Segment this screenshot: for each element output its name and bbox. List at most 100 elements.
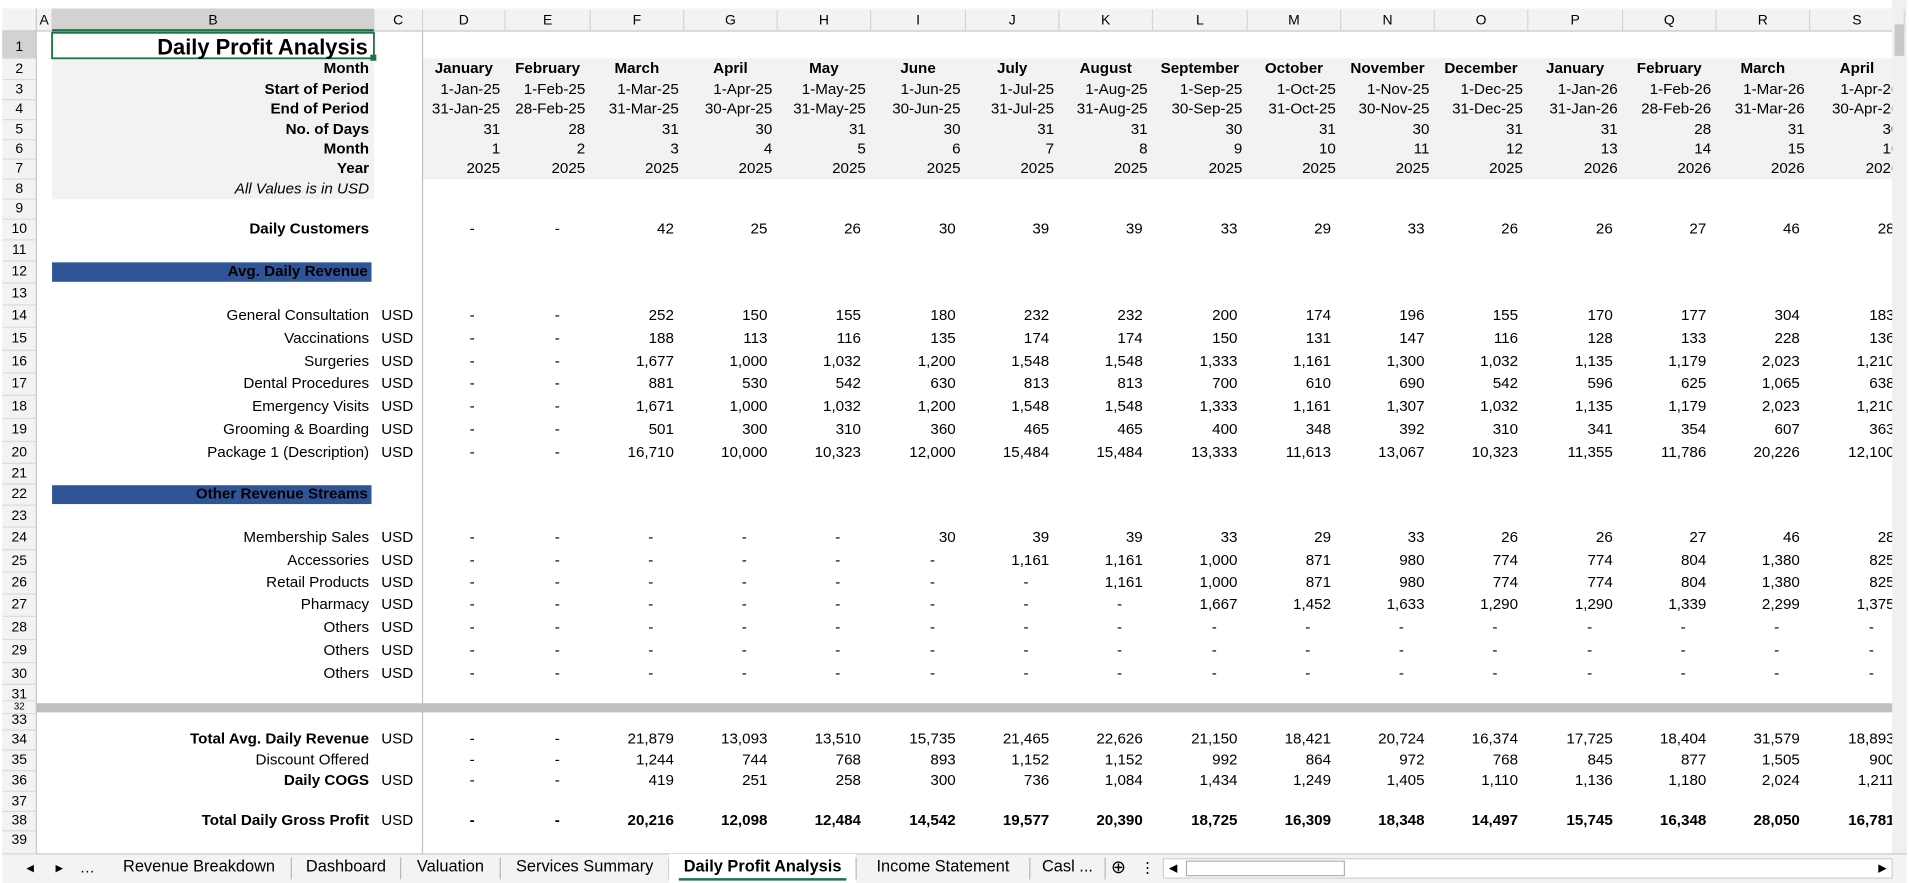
cell-value: 22,626 [1096, 731, 1142, 748]
empty-value: - [470, 596, 475, 613]
cell-value: 26 [1596, 529, 1613, 546]
sheet-tab[interactable]: Valuation [417, 858, 484, 876]
empty-value: - [470, 398, 475, 415]
cell-value: 12,098 [721, 812, 767, 829]
empty-value: - [930, 596, 935, 613]
cell-value: 1,452 [1293, 596, 1331, 613]
cell-value: 341 [1587, 421, 1612, 438]
cell-value: 1,084 [1105, 772, 1143, 789]
cell-value: 200 [1212, 307, 1237, 324]
cell-value: 17,725 [1566, 731, 1612, 748]
period-value: 11 [1414, 140, 1430, 157]
vertical-scrollbar[interactable] [1892, 0, 1907, 854]
cell-value: 147 [1399, 330, 1424, 347]
cell-value: 881 [649, 375, 674, 392]
empty-value: - [555, 596, 560, 613]
row-label: Grooming & Boarding [223, 421, 369, 438]
row-label: Daily COGS [284, 772, 369, 789]
month-name: February [1637, 60, 1702, 77]
sheet-tab[interactable]: Revenue Breakdown [123, 858, 275, 876]
empty-value: - [648, 529, 653, 546]
month-name: April [713, 60, 748, 77]
row-label: Others [324, 665, 370, 682]
empty-value: - [470, 221, 475, 238]
empty-value: - [1024, 642, 1029, 659]
empty-value: - [555, 330, 560, 347]
row-label: Total Avg. Daily Revenue [190, 731, 369, 748]
cell-value: 300 [930, 772, 955, 789]
empty-value: - [1212, 642, 1217, 659]
sheet-tab[interactable]: Services Summary [516, 858, 654, 876]
period-value: 1-Jun-25 [901, 81, 961, 98]
add-sheet[interactable]: ⊕ [1111, 857, 1126, 877]
row-label: Others [324, 642, 370, 659]
cell-value: 1,032 [1480, 398, 1518, 415]
unit-label: USD [381, 619, 413, 636]
tab-more[interactable]: … [80, 859, 95, 876]
cell-value: 1,161 [1293, 353, 1331, 370]
empty-value: - [470, 529, 475, 546]
cell-value: 348 [1306, 421, 1331, 438]
cell-value: 46 [1783, 529, 1800, 546]
cell-value: 11,613 [1286, 444, 1331, 461]
row-header: 39 [12, 831, 28, 847]
period-value: 31-Jan-26 [1549, 100, 1617, 117]
period-value: 31-Jul-25 [991, 100, 1054, 117]
sheet-tab[interactable]: Casl ... [1042, 858, 1093, 876]
cell-value: 1,179 [1668, 398, 1706, 415]
cell-value: 31,579 [1753, 731, 1799, 748]
column-header: G [725, 11, 736, 27]
scroll-left[interactable]: ◀ [1169, 862, 1178, 874]
cell-value: 768 [1493, 751, 1518, 768]
unit-label: USD [381, 307, 413, 324]
period-value: 1-Jul-25 [999, 81, 1054, 98]
row-header: 28 [12, 619, 28, 635]
unit-label: USD [381, 552, 413, 569]
period-value: 2026 [1866, 160, 1900, 177]
empty-value: - [1774, 642, 1779, 659]
month-name: January [435, 60, 494, 77]
empty-value: - [1681, 642, 1686, 659]
cell-value: 501 [649, 421, 674, 438]
scroll-right[interactable]: ▶ [1878, 862, 1887, 874]
cell-value: 150 [742, 307, 767, 324]
cell-value: 28 [1878, 221, 1895, 238]
cell-value: 1,210 [1857, 398, 1895, 415]
cell-value: 15,745 [1566, 812, 1613, 829]
month-name: October [1265, 60, 1323, 77]
month-name: December [1444, 60, 1517, 77]
scroll-thumb[interactable] [1894, 24, 1905, 56]
tab-splitter[interactable]: ⋮ [1140, 859, 1155, 876]
period-value: 31-Mar-26 [1735, 100, 1805, 117]
cell-value: 1,179 [1668, 353, 1706, 370]
empty-value: - [1869, 642, 1874, 659]
row-header: 24 [12, 529, 28, 545]
column-header: I [916, 11, 920, 27]
cell-value: 258 [836, 772, 861, 789]
cell-value: 744 [742, 751, 767, 768]
cell-value: 1,200 [918, 353, 956, 370]
cell-value: 11,355 [1568, 444, 1613, 461]
tab-prev[interactable]: ◂ [26, 859, 34, 876]
cell-value: 188 [649, 330, 674, 347]
empty-value: - [470, 574, 475, 591]
horizontal-scrollbar[interactable] [1162, 858, 1893, 879]
period-value: 2025 [1020, 160, 1054, 177]
period-value: 30-Nov-25 [1359, 100, 1430, 117]
row-label: All Values is in USD [234, 180, 369, 197]
period-value: 30 [755, 121, 772, 138]
tab-next[interactable]: ▸ [56, 859, 64, 876]
sheet-tab[interactable]: Dashboard [306, 858, 386, 876]
empty-value: - [1305, 665, 1310, 682]
sheet-tab[interactable]: Income Statement [877, 858, 1010, 876]
cell-value: 530 [742, 375, 767, 392]
empty-value: - [1399, 665, 1404, 682]
h-scroll-thumb[interactable] [1185, 860, 1345, 877]
empty-value: - [930, 619, 935, 636]
row-label: Package 1 (Description) [207, 444, 369, 461]
column-header: R [1758, 11, 1768, 27]
month-name: August [1080, 60, 1132, 77]
cell-value: 28,050 [1753, 812, 1799, 829]
empty-value: - [1399, 619, 1404, 636]
active-sheet-tab[interactable]: Daily Profit Analysis [684, 858, 842, 876]
